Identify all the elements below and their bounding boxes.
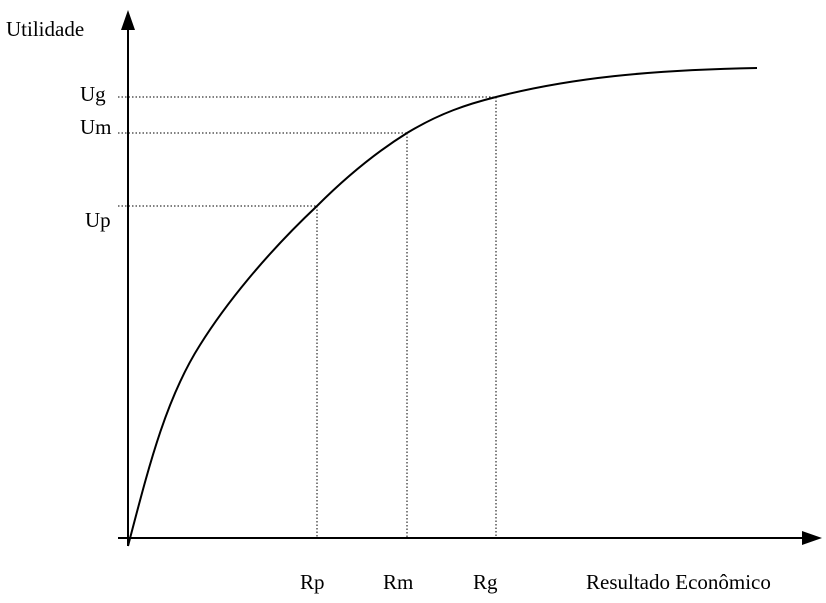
ug-tick-label: Ug [80, 82, 106, 106]
rp-tick-label: Rp [300, 570, 325, 594]
y-axis-label: Utilidade [6, 17, 85, 41]
rm-tick-label: Rm [383, 570, 414, 594]
um-tick-label: Um [80, 115, 112, 139]
x-axis-arrowhead [802, 531, 822, 545]
utility-curve [127, 67, 758, 547]
x-axis-label: Resultado Econômico [586, 570, 771, 594]
y-axis-arrowhead [121, 10, 135, 30]
rg-tick-label: Rg [473, 570, 498, 594]
up-tick-label: Up [85, 208, 111, 232]
